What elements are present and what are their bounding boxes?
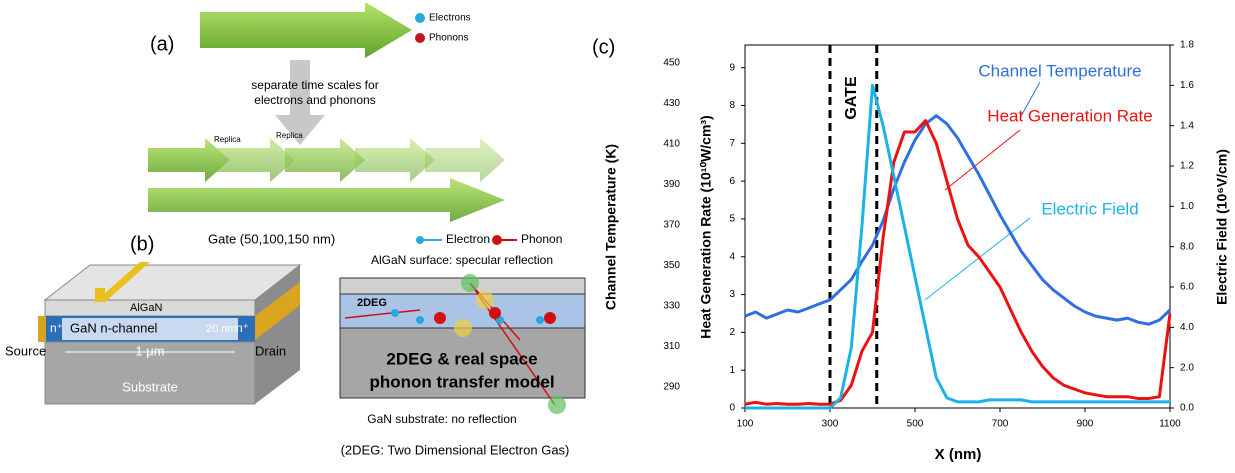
- layer: GaN n-channel: [70, 320, 158, 335]
- legend: Phonon: [521, 232, 562, 246]
- y-tick-label: 3: [729, 289, 735, 300]
- dot: [415, 13, 425, 23]
- y-tick-label: 9: [729, 62, 735, 73]
- dot: [415, 33, 425, 43]
- replica: Replica: [214, 135, 241, 144]
- arrow: [200, 2, 412, 58]
- x-tick-label: 500: [907, 419, 924, 430]
- layer: n⁺: [236, 321, 249, 335]
- leader: [1019, 81, 1041, 119]
- y3-tick-label: 330: [663, 301, 680, 312]
- y3-tick-label: 310: [663, 341, 680, 352]
- note: (2DEG: Two Dimensional Electron Gas): [341, 442, 570, 457]
- dimension: 20 nm: [206, 323, 237, 335]
- gate-label: Gate (50,100,150 nm): [208, 231, 335, 246]
- panel-b: (b) Gate (50,100,150 nm) AlGaN n⁺ GaN n-…: [5, 231, 586, 457]
- y3-tick-label: 390: [663, 179, 680, 190]
- leader: [924, 217, 1031, 301]
- legend: Electron: [446, 232, 490, 246]
- y-tick-label: 2: [729, 327, 735, 338]
- y2-tick-label: 1.4: [1180, 120, 1194, 131]
- y2-tick-label: 1.2: [1180, 161, 1194, 172]
- terminal: Drain: [255, 343, 286, 358]
- y3-tick-label: 430: [663, 98, 680, 109]
- y-tick-label: 4: [729, 251, 735, 262]
- series-label: Electric Field: [1041, 199, 1138, 218]
- y3-tick-label: 290: [663, 382, 680, 393]
- y3-tick-label: 350: [663, 260, 680, 271]
- caption: electrons and phonons: [254, 93, 375, 107]
- legend: Phonons: [429, 33, 468, 44]
- y2-axis-title: Electric Field (10⁶V/cm): [1214, 149, 1230, 305]
- panel-a: (a) Electrons Phonons separate time scal…: [148, 2, 505, 222]
- x-tick-label: 1100: [1159, 419, 1181, 430]
- model-title: 2DEG & real space: [386, 349, 537, 368]
- y-tick-label: 1: [729, 365, 735, 376]
- model-title: phonon transfer model: [369, 372, 554, 391]
- x-tick-label: 100: [737, 419, 754, 430]
- x-tick-label: 900: [1077, 419, 1094, 430]
- layer: Substrate: [122, 379, 178, 394]
- series-label: Heat Generation Rate: [987, 106, 1152, 125]
- x-axis-title: X (nm): [935, 446, 982, 463]
- x-tick-label: 300: [822, 419, 839, 430]
- terminal: Source: [5, 343, 46, 358]
- replica: Replica: [276, 131, 303, 140]
- note: AlGaN surface: specular reflection: [371, 253, 553, 267]
- y3-axis-title: Channel Temperature (K): [603, 144, 619, 310]
- series-line: [745, 83, 1170, 410]
- caption: separate time scales for: [251, 78, 378, 92]
- series-line: [744, 119, 1172, 406]
- y-tick-label: 5: [729, 214, 735, 225]
- layer: AlGaN: [130, 302, 162, 314]
- x-tick-label: 700: [992, 419, 1009, 430]
- y2-tick-label: 1.6: [1180, 80, 1194, 91]
- y2-tick-label: 8.0: [1180, 241, 1194, 252]
- panel-c: (c) X (nm) Heat Generation Rate (10¹⁰W/c…: [592, 36, 1230, 463]
- plot-frame: [744, 44, 1171, 409]
- dimension: 1 μm: [135, 343, 164, 358]
- series-line: [744, 114, 1172, 326]
- y-tick-label: 8: [729, 100, 735, 111]
- y-tick-label: 0: [729, 403, 735, 414]
- gate-label: GATE: [843, 76, 860, 120]
- y-tick-label: 6: [729, 176, 735, 187]
- arrow: [275, 60, 325, 145]
- y-axis-title: Heat Generation Rate (10¹⁰W/cm³): [698, 115, 714, 338]
- y2-tick-label: 6.0: [1180, 282, 1194, 293]
- panel-label: (c): [592, 36, 615, 58]
- y2-tick-label: 1.8: [1180, 40, 1194, 51]
- y3-tick-label: 410: [663, 139, 680, 150]
- leader: [944, 129, 1021, 191]
- y2-tick-label: 0.0: [1180, 403, 1194, 414]
- legend: Electrons: [429, 13, 471, 24]
- y-tick-label: 7: [729, 138, 735, 149]
- y2-tick-label: 4.0: [1180, 322, 1194, 333]
- series-label: Channel Temperature: [978, 61, 1141, 80]
- note: GaN substrate: no reflection: [367, 412, 516, 426]
- panel-label: (b): [130, 233, 154, 255]
- y3-tick-label: 370: [663, 220, 680, 231]
- panel-label: (a): [150, 33, 174, 55]
- layer: n⁺: [50, 321, 63, 335]
- y2-tick-label: 2.0: [1180, 362, 1194, 373]
- y2-tick-label: 1.0: [1180, 201, 1194, 212]
- layer: 2DEG: [357, 297, 387, 309]
- y3-tick-label: 450: [663, 58, 680, 69]
